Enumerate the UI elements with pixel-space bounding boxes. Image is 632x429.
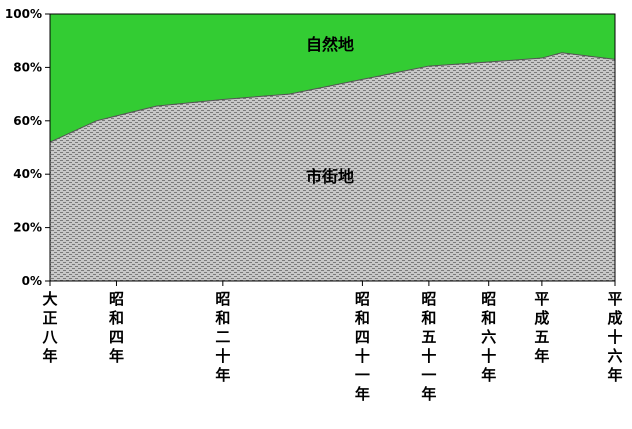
plot-frame (49, 13, 616, 282)
x-tick-label: 平成五年 (534, 290, 549, 365)
x-tick-label: 平成十六年 (607, 290, 622, 384)
series-label-urban: 市街地 (306, 167, 354, 186)
area-urban (50, 52, 615, 282)
x-tick-label: 昭和五十一年 (421, 290, 436, 403)
y-tick-label: 100% (5, 7, 42, 21)
x-tick-label: 昭和六十年 (481, 290, 496, 384)
series-label-natural: 自然地 (306, 35, 354, 54)
x-tick-label: 昭和四十一年 (355, 290, 370, 403)
y-tick-label: 40% (13, 167, 42, 181)
x-tick-label: 昭和二十年 (215, 290, 230, 384)
y-tick-label: 0% (22, 274, 42, 288)
plot-area (49, 14, 616, 282)
y-tick-label: 60% (13, 114, 42, 128)
y-tick-label: 80% (13, 60, 42, 74)
x-tick-label: 昭和四年 (109, 290, 124, 365)
area-natural (50, 14, 615, 143)
axes: 0% 20% 40% 60% 80% 100% 大正八年 昭和四年 昭和二十年 昭和四十一年 昭和五… (5, 7, 623, 403)
urban-boundary-line (49, 52, 616, 143)
y-tick-label: 20% (13, 221, 42, 235)
x-tick-label: 大正八年 (41, 290, 58, 365)
